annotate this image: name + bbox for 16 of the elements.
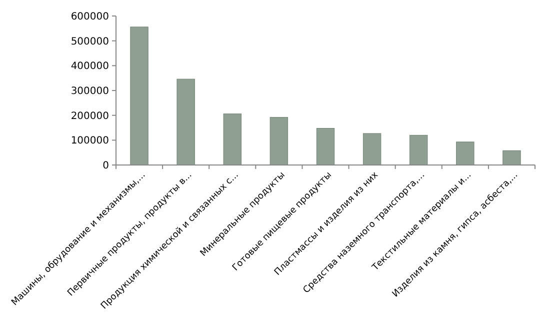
bar — [223, 114, 242, 166]
y-tick-label: 500000 — [70, 36, 109, 48]
y-tick-label: 200000 — [70, 110, 109, 122]
bar — [176, 78, 195, 166]
y-tick-label: 100000 — [70, 136, 109, 147]
y-tick-label: 0 — [102, 160, 109, 172]
bar — [130, 26, 148, 166]
bar — [270, 117, 288, 166]
bar — [502, 150, 521, 166]
bar — [316, 128, 335, 166]
y-tick-label: 400000 — [70, 61, 109, 72]
bar — [456, 142, 474, 166]
bar — [362, 133, 382, 166]
bar — [410, 134, 428, 166]
y-tick-label: 300000 — [70, 86, 109, 97]
y-tick-label: 600000 — [70, 12, 109, 22]
